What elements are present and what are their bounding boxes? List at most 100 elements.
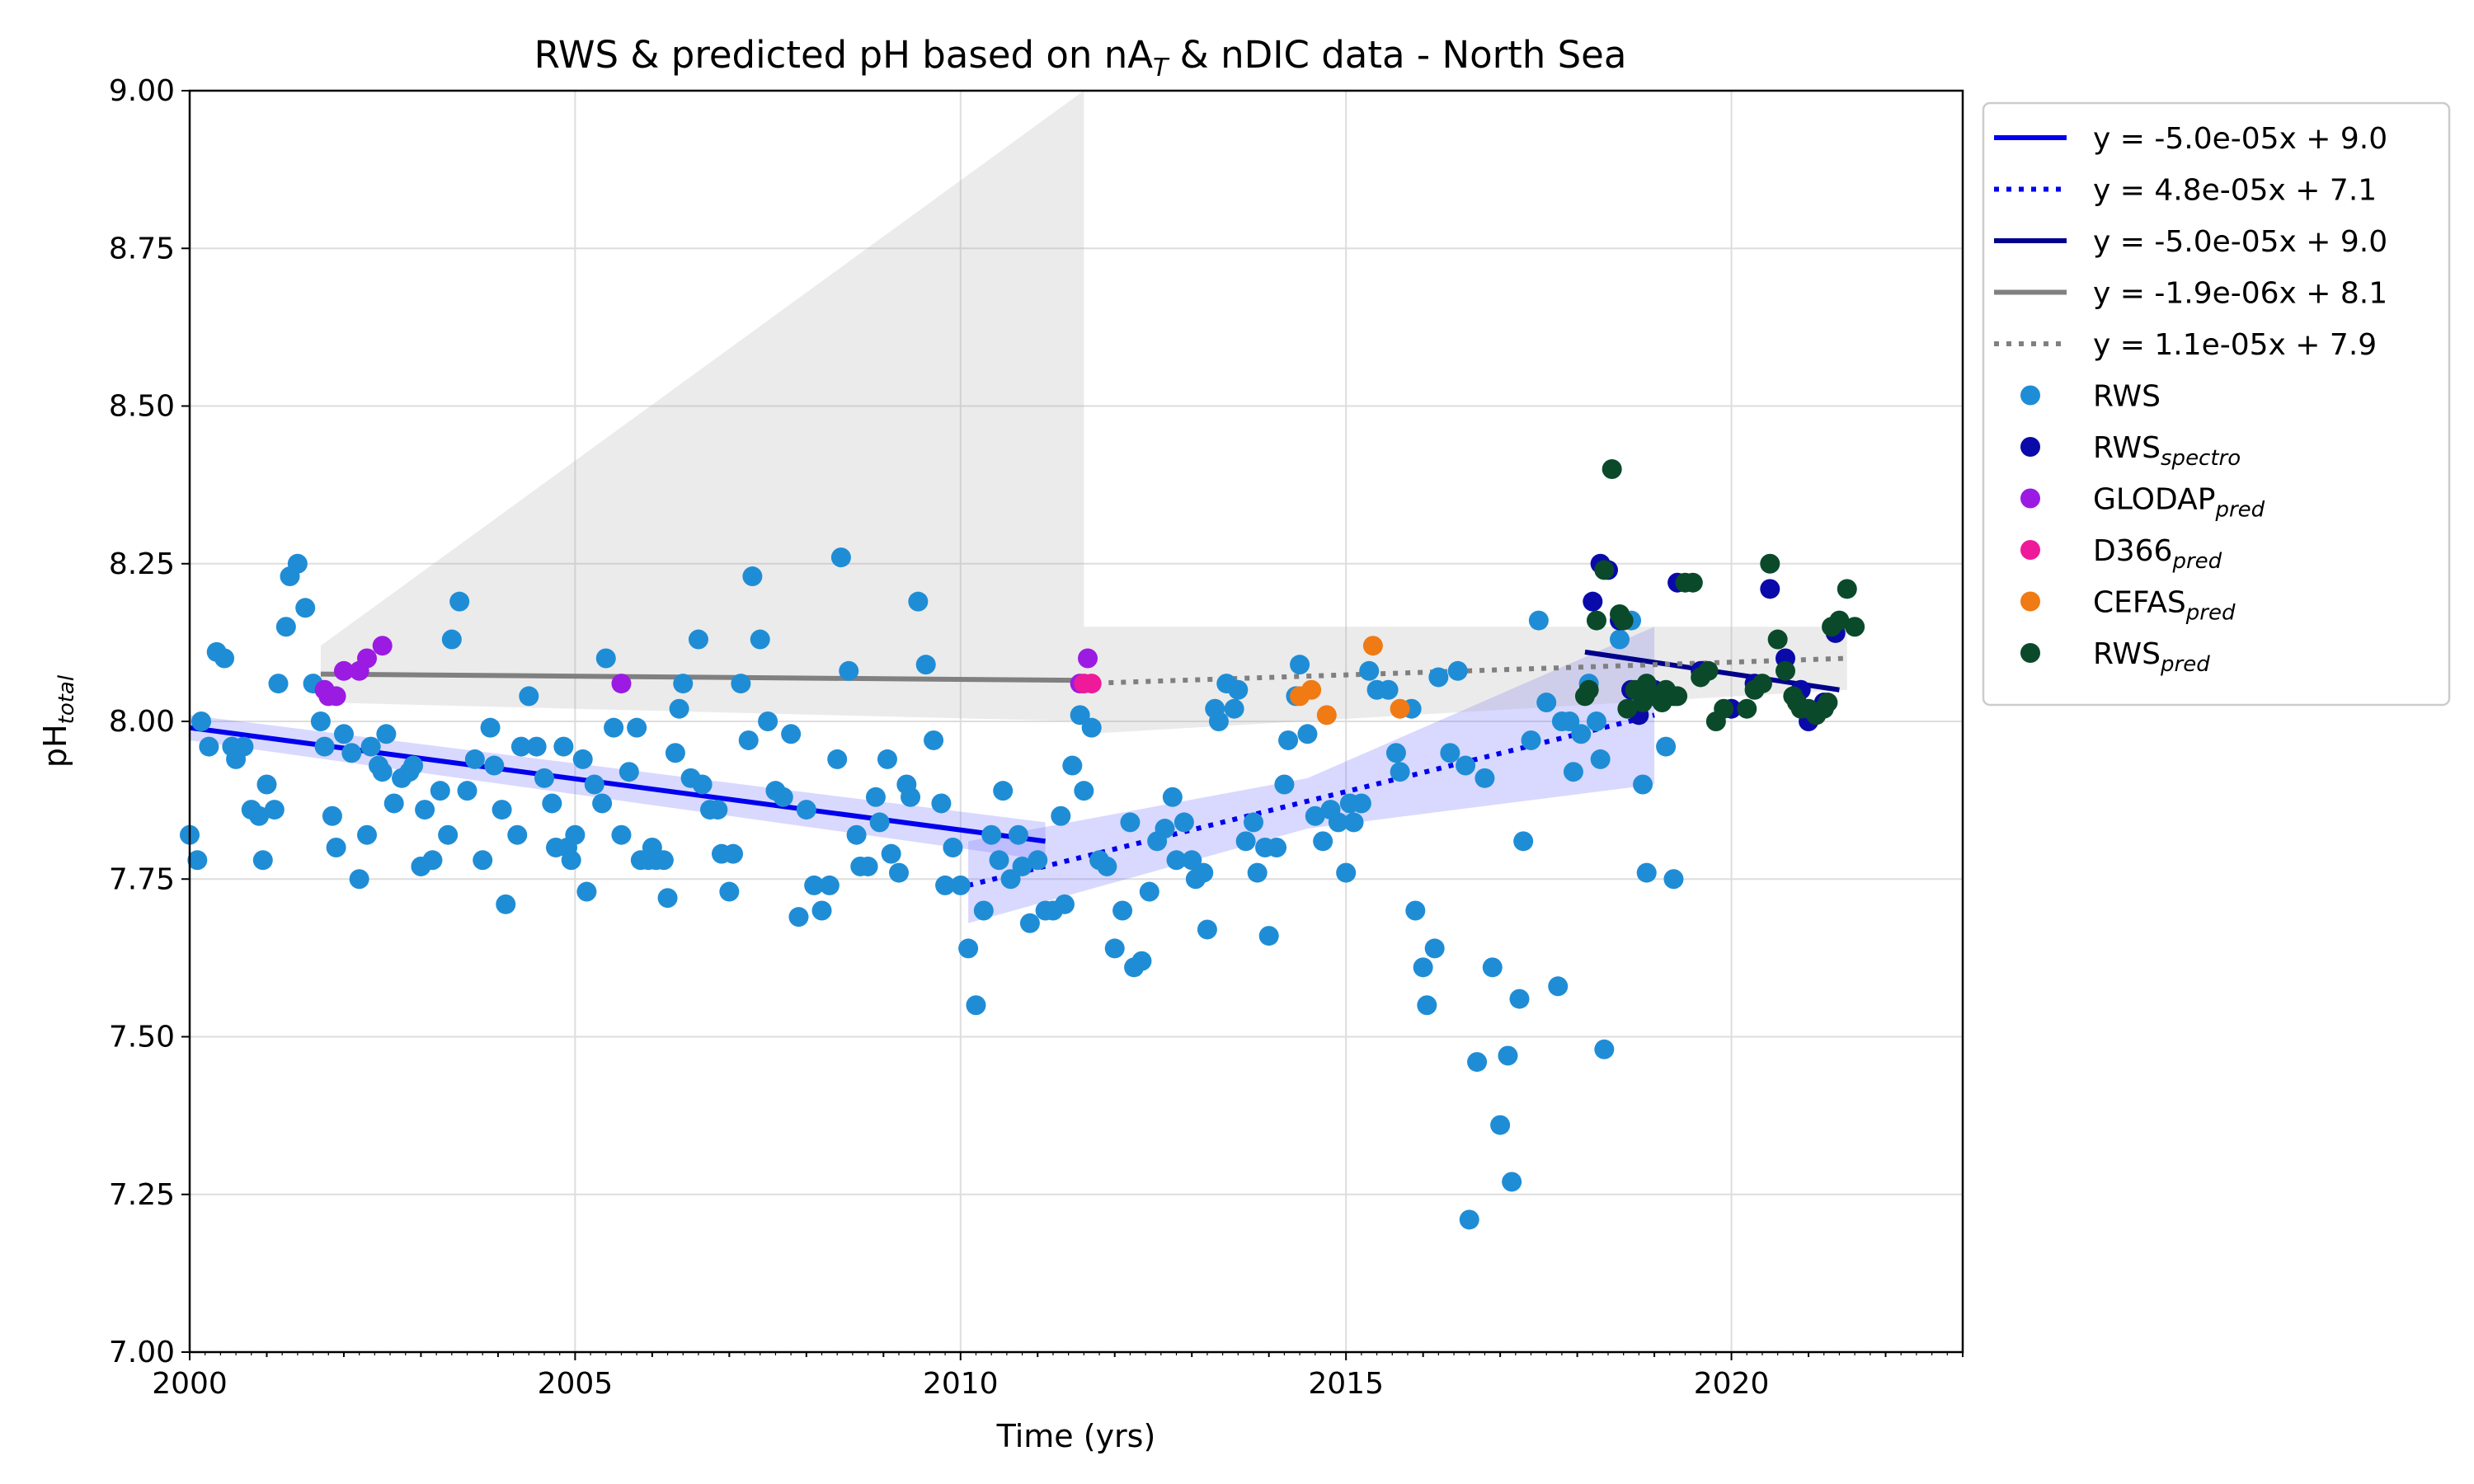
data-point xyxy=(1290,655,1310,675)
legend-label: GLODAPpred xyxy=(2093,483,2265,523)
data-point xyxy=(1316,705,1337,726)
data-point xyxy=(1120,812,1141,833)
data-point xyxy=(333,724,354,744)
data-point xyxy=(341,743,362,763)
data-point xyxy=(372,636,393,656)
data-point xyxy=(1343,812,1364,833)
data-point xyxy=(1028,850,1048,871)
data-point xyxy=(372,762,393,782)
data-point xyxy=(708,800,728,820)
legend-label-main: RWS xyxy=(2093,380,2161,414)
data-point xyxy=(1590,749,1611,769)
data-point xyxy=(723,843,744,864)
data-point xyxy=(1440,743,1460,763)
y-tick-label: 7.75 xyxy=(109,862,175,896)
data-point xyxy=(935,875,956,895)
data-point xyxy=(1162,787,1183,807)
data-point xyxy=(1336,862,1357,883)
data-point xyxy=(1378,679,1399,700)
data-point xyxy=(510,736,531,757)
data-point xyxy=(1571,724,1592,744)
data-point xyxy=(1390,762,1410,782)
data-point xyxy=(357,824,377,845)
data-point xyxy=(1586,610,1606,631)
legend-label: RWS xyxy=(2093,380,2161,414)
legend-label: y = -1.9e-06x + 8.1 xyxy=(2093,277,2387,311)
legend-label: y = 4.8e-05x + 7.1 xyxy=(2093,174,2377,208)
data-point xyxy=(1667,686,1688,707)
fit-line-4 xyxy=(320,671,1084,683)
data-point xyxy=(1578,679,1599,700)
data-point xyxy=(1301,679,1322,700)
x-tick-label: 2000 xyxy=(152,1367,228,1401)
data-point xyxy=(1051,805,1071,826)
legend-label-main: y = 4.8e-05x + 7.1 xyxy=(2093,174,2377,208)
legend-label-main: GLODAP xyxy=(2093,483,2215,517)
confidence-bands xyxy=(190,91,1847,923)
data-point xyxy=(781,724,802,744)
data-point xyxy=(1428,667,1449,688)
data-point xyxy=(415,800,435,820)
data-point xyxy=(492,800,512,820)
data-point xyxy=(526,736,547,757)
legend-marker-swatch xyxy=(2020,540,2040,560)
y-axis-label: pHtotal xyxy=(37,674,79,768)
data-point xyxy=(950,875,971,895)
y-tick-label: 9.00 xyxy=(109,74,175,108)
data-point xyxy=(1278,730,1299,750)
data-point xyxy=(1417,995,1437,1016)
data-point xyxy=(881,843,901,864)
data-point xyxy=(1447,660,1468,681)
chart-title-sub: T xyxy=(1153,54,1170,82)
data-point xyxy=(268,674,289,694)
data-point xyxy=(1197,919,1217,940)
data-point xyxy=(611,824,632,845)
data-point xyxy=(830,547,851,568)
data-point xyxy=(692,774,713,795)
legend-label-main: RWS xyxy=(2093,431,2161,465)
data-point xyxy=(1563,762,1583,782)
y-tick-label: 7.50 xyxy=(109,1021,175,1054)
data-point xyxy=(1405,900,1426,921)
data-point xyxy=(1081,717,1102,738)
legend-label-sub: spectro xyxy=(2161,446,2241,471)
data-point xyxy=(1760,553,1780,574)
confidence-band-3 xyxy=(320,91,1084,721)
data-point xyxy=(1698,660,1719,681)
data-point xyxy=(214,648,235,669)
data-point xyxy=(1131,951,1152,971)
data-point xyxy=(422,850,443,871)
data-point xyxy=(901,787,921,807)
data-point xyxy=(310,711,331,731)
data-point xyxy=(1054,894,1075,914)
data-point xyxy=(1074,781,1094,801)
y-tick-label: 8.25 xyxy=(109,547,175,581)
y-axis-label-main: pH xyxy=(37,724,73,768)
data-point xyxy=(869,812,890,833)
data-point xyxy=(1274,774,1295,795)
data-point xyxy=(742,566,763,587)
legend-marker-swatch xyxy=(2020,385,2040,406)
data-point xyxy=(1636,862,1657,883)
data-point xyxy=(1459,1209,1479,1230)
data-point xyxy=(839,660,859,681)
y-axis: 7.00 7.25 7.50 7.75 8.00 8.25 8.50 8.75 9.00 xyxy=(109,74,190,1369)
legend-label-sub: pred xyxy=(2214,498,2265,523)
data-point xyxy=(484,755,505,776)
data-point xyxy=(264,800,285,820)
data-point xyxy=(738,730,759,750)
confidence-band-4 xyxy=(1084,627,1847,735)
data-point xyxy=(981,824,1002,845)
legend-label-main: RWS xyxy=(2093,637,2161,671)
data-point xyxy=(376,724,397,744)
data-points xyxy=(180,459,1865,1230)
legend-label: y = 1.1e-05x + 7.9 xyxy=(2093,328,2377,362)
data-point xyxy=(1548,976,1569,997)
y-tick-label: 8.75 xyxy=(109,232,175,265)
data-point xyxy=(1182,850,1202,871)
data-point xyxy=(1633,774,1653,795)
chart-title-main: RWS & predicted pH based on nA xyxy=(534,33,1154,77)
data-point xyxy=(1385,743,1406,763)
data-point xyxy=(191,711,212,731)
